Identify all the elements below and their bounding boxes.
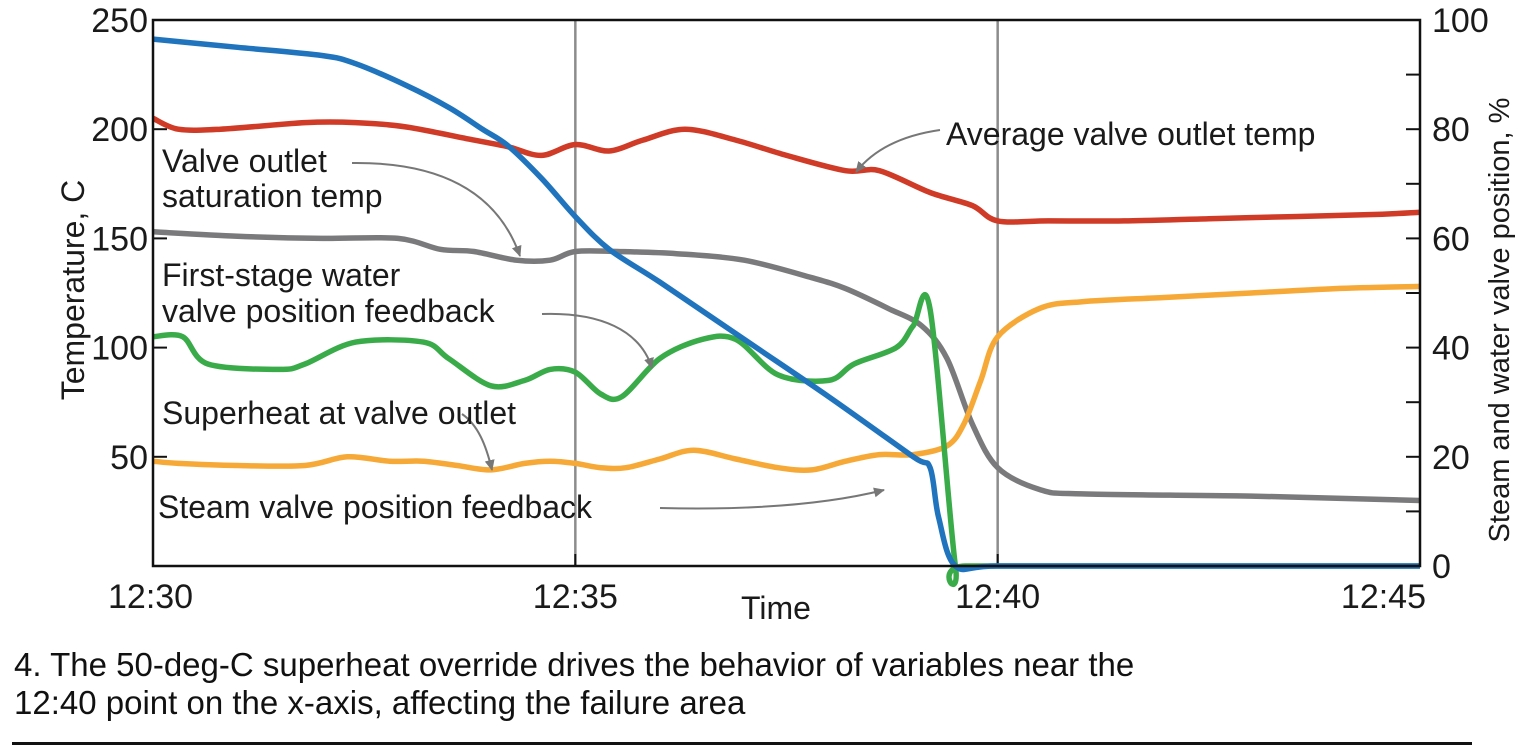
caption-line-2: 12:40 point on the x-axis, affecting the…: [14, 684, 746, 721]
right-tick-label-80: 80: [1432, 111, 1470, 149]
leader-superheat: [461, 413, 495, 471]
annotation-water-line1: First-stage water: [162, 257, 401, 293]
leader-average-outlet: [855, 129, 941, 173]
x-tick-label-0: 12:30: [108, 578, 193, 616]
annotation-superheat: Superheat at valve outlet: [162, 395, 516, 431]
left-tick-label-50: 50: [110, 439, 148, 477]
left-tick-label-100: 100: [91, 330, 148, 368]
leader-saturation: [351, 161, 522, 257]
right-tick-label-100: 100: [1432, 2, 1489, 40]
y-axis-title-right: Steam and water valve position, %: [1484, 98, 1516, 543]
y-axis-title-left: Temperature, C: [55, 180, 91, 401]
right-tick-label-60: 60: [1432, 220, 1470, 258]
left-tick-label-150: 150: [91, 220, 148, 258]
series-lines: [151, 36, 1421, 588]
left-tick-label-200: 200: [91, 111, 148, 149]
annotation-saturation-line1: Valve outlet: [162, 143, 327, 179]
x-axis-title: Time: [741, 590, 811, 626]
annotation-average-outlet: Average valve outlet temp: [946, 116, 1315, 152]
chart: 50 100 150 200 250 0 20 40 60 80 100 12:30 12:35 12:4…: [55, 2, 1516, 626]
series-line-superheat-at-valve-outlet: [152, 283, 1421, 474]
series-line-steam-valve-position-feedback: [152, 36, 1420, 573]
right-tick-label-0: 0: [1432, 548, 1451, 586]
right-tick-label-20: 20: [1432, 439, 1470, 477]
left-tick-label-250: 250: [91, 2, 148, 40]
annotation-saturation-line2: saturation temp: [162, 178, 383, 214]
x-tick-label-3: 12:45: [1341, 578, 1426, 616]
annotation-leaders: [351, 129, 941, 510]
annotation-water-line2: valve position feedback: [162, 293, 496, 329]
caption-line-1: 4. The 50-deg-C superheat override drive…: [14, 646, 1135, 683]
x-tick-label-2: 12:40: [955, 578, 1040, 616]
series-line-first-stage-water-valve-position-feedback: [152, 292, 1420, 588]
plot-frame: [151, 18, 1422, 568]
figure-caption: 4. The 50-deg-C superheat override drive…: [14, 646, 1514, 722]
leader-water: [541, 312, 654, 369]
x-tick-label-1: 12:35: [533, 578, 618, 616]
vertical-reference-lines: [574, 20, 999, 566]
series-line-average-valve-outlet-temp: [151, 115, 1421, 225]
annotation-steam: Steam valve position feedback: [158, 489, 593, 525]
axis-labels: 50 100 150 200 250 0 20 40 60 80 100 12:30 12:35 12:4…: [91, 2, 1488, 616]
leader-steam: [659, 487, 885, 510]
series-line-valve-outlet-saturation-temp: [152, 229, 1421, 504]
bottom-rule: [12, 742, 1472, 745]
right-tick-label-40: 40: [1432, 330, 1470, 368]
